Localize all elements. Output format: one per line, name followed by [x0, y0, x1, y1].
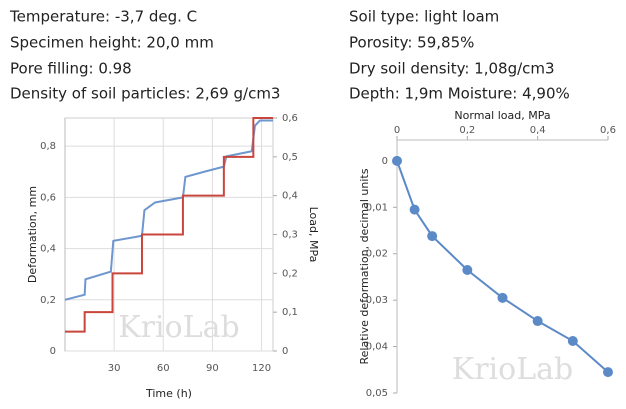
watermark: KrioLab [118, 310, 239, 345]
y-tick-label: 0,02 [366, 249, 388, 260]
y-tick-label: 0,05 [366, 388, 388, 399]
x-tick-label: 90 [206, 363, 219, 374]
info-line: Depth: 1,9m Moisture: 4,90% [349, 85, 570, 103]
info-line: Specimen height: 20,0 mm [10, 34, 214, 52]
data-point [603, 367, 613, 378]
data-line [65, 117, 273, 333]
y-tick-label: 0,8 [40, 141, 56, 152]
x-axis-label: Time (h) [145, 387, 192, 400]
x-tick-label: 0,2 [459, 125, 475, 136]
data-point [497, 292, 508, 303]
y-tick-label: 0,04 [366, 342, 388, 353]
y2-tick-label: 0 [282, 346, 288, 357]
x-tick-label: 0 [394, 125, 400, 136]
x-tick-label: 30 [108, 363, 121, 374]
watermark: KrioLab [452, 352, 573, 387]
info-line: Pore filling: 0.98 [10, 60, 132, 78]
data-point [392, 155, 402, 166]
y2-tick-label: 0,5 [282, 152, 298, 163]
data-point [427, 231, 438, 242]
data-point [409, 204, 420, 215]
y2-axis-label: Load, MPa [307, 207, 320, 263]
x-axis-label: Normal load, MPa [454, 109, 550, 122]
data-point [532, 316, 543, 327]
y2-tick-label: 0,1 [282, 307, 298, 318]
data-point [567, 336, 578, 347]
x-tick-label: 0,6 [600, 125, 616, 136]
y2-tick-label: 0,4 [282, 191, 298, 202]
data-point [462, 264, 473, 275]
x-tick-label: 60 [157, 363, 170, 374]
info-line: Porosity: 59,85% [349, 34, 474, 52]
x-tick-label: 120 [252, 363, 271, 374]
y-tick-label: 0 [50, 346, 56, 357]
y-tick-label: 0,2 [40, 295, 56, 306]
y-tick-label: 0,01 [366, 202, 388, 213]
y-axis-label: Relative deformation, decimal units [358, 168, 371, 364]
info-line: Density of soil particles: 2,69 g/cm3 [10, 85, 280, 103]
y-tick-label: 0,6 [40, 192, 56, 203]
y-tick-label: 0 [382, 156, 388, 167]
data-line [396, 160, 609, 373]
data-line [64, 119, 273, 301]
info-line: Soil type: light loam [349, 8, 499, 26]
y2-tick-label: 0,3 [282, 230, 298, 241]
y-tick-label: 0,4 [40, 244, 56, 255]
y-axis-label: Deformation, mm [26, 186, 39, 283]
y2-tick-label: 0,6 [282, 113, 298, 124]
info-line: Temperature: -3,7 deg. C [9, 8, 197, 26]
y2-tick-label: 0,2 [282, 268, 298, 279]
info-line: Dry soil density: 1,08g/cm3 [349, 60, 555, 78]
x-tick-label: 0,4 [530, 125, 546, 136]
y-tick-label: 0,03 [366, 295, 388, 306]
